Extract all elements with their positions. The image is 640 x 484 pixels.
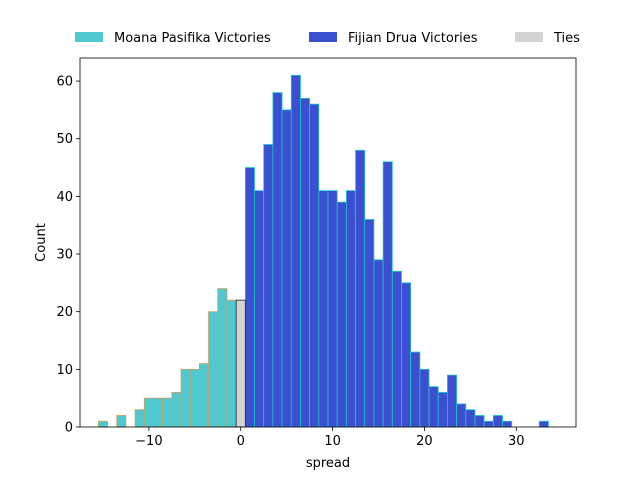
bar-series-1-bin-4 <box>281 109 292 428</box>
y-tick-label: 20 <box>56 305 73 320</box>
bar-series-1-bin-25 <box>474 415 485 428</box>
y-tick-label: 50 <box>56 132 73 147</box>
bar-series-0-bin-7 <box>162 397 173 428</box>
bar-series-1-bin-11 <box>345 190 356 428</box>
bar-series-1-bin-28 <box>502 420 513 428</box>
bar-series-0-bin-4 <box>134 409 145 428</box>
bar-series-1-bin-26 <box>483 420 494 428</box>
bar-series-1-bin-23 <box>456 403 467 428</box>
bar-series-1-bin-24 <box>465 409 476 428</box>
bar-series-0-bin-12 <box>208 311 219 428</box>
bar-series-0-bin-11 <box>199 363 210 428</box>
bar-series-2-bin-0 <box>235 299 246 428</box>
x-tick-label: 30 <box>508 434 525 449</box>
y-axis-label: Count <box>34 223 49 262</box>
bar-series-1-bin-7 <box>309 103 320 428</box>
bar-series-1-bin-32 <box>538 420 549 428</box>
bar-series-0-bin-10 <box>189 368 200 428</box>
x-tick-label: 20 <box>416 434 433 449</box>
bar-series-1-bin-21 <box>437 392 448 428</box>
bar-series-1-bin-3 <box>272 92 283 428</box>
bar-series-1-bin-14 <box>373 259 384 428</box>
bar-series-1-bin-16 <box>391 270 402 428</box>
bar-series-1-bin-5 <box>290 74 301 428</box>
bar-series-1-bin-27 <box>492 415 503 428</box>
legend-label-2: Ties <box>553 31 580 46</box>
legend-swatch-0 <box>75 32 103 42</box>
bar-series-0-bin-5 <box>143 397 154 428</box>
bar-series-0-bin-6 <box>153 397 164 428</box>
y-tick-label: 0 <box>65 421 73 436</box>
bar-series-1-bin-22 <box>447 374 458 428</box>
y-axis-ticks: 0 10 20 30 40 50 60 <box>56 75 80 436</box>
x-axis-ticks: −10 0 10 20 30 <box>135 427 525 449</box>
y-tick-label: 10 <box>56 363 73 378</box>
bar-series-0-bin-8 <box>171 392 182 428</box>
bar-series-1-bin-12 <box>355 149 366 428</box>
bar-series-1-bin-8 <box>318 190 329 428</box>
y-tick-label: 40 <box>56 190 73 205</box>
x-axis-label: spread <box>306 456 350 471</box>
x-tick-label: −10 <box>135 434 162 449</box>
bar-series-0-bin-9 <box>180 368 191 428</box>
bar-series-1-bin-2 <box>263 144 274 428</box>
bar-series-1-bin-1 <box>254 190 265 428</box>
bar-series-1-bin-13 <box>364 219 375 428</box>
y-tick-label: 60 <box>56 75 73 90</box>
bar-series-1-bin-6 <box>300 97 311 428</box>
x-tick-label: 10 <box>324 434 341 449</box>
bar-series-1-bin-17 <box>401 282 412 428</box>
bar-series-1-bin-20 <box>428 386 439 428</box>
legend-label-0: Moana Pasifika Victories <box>114 31 271 46</box>
bars-layer <box>97 74 549 428</box>
legend: Moana Pasifika Victories Fijian Drua Vict… <box>75 31 580 46</box>
plot-frame <box>79 57 577 428</box>
bar-series-1-bin-0 <box>244 167 255 428</box>
legend-swatch-2 <box>515 32 543 42</box>
legend-label-1: Fijian Drua Victories <box>348 31 478 46</box>
bar-series-1-bin-19 <box>419 368 430 428</box>
bar-series-0-bin-13 <box>217 288 228 428</box>
bar-series-0-bin-14 <box>226 299 237 428</box>
bar-series-1-bin-18 <box>410 351 421 428</box>
bar-series-0-bin-0 <box>97 420 108 428</box>
bar-series-1-bin-9 <box>327 190 338 428</box>
x-tick-label: 0 <box>237 434 245 449</box>
bar-series-1-bin-15 <box>382 161 393 428</box>
bar-series-0-bin-2 <box>116 415 127 428</box>
legend-swatch-1 <box>309 32 337 42</box>
y-tick-label: 30 <box>56 248 73 263</box>
bar-series-1-bin-10 <box>336 201 347 428</box>
